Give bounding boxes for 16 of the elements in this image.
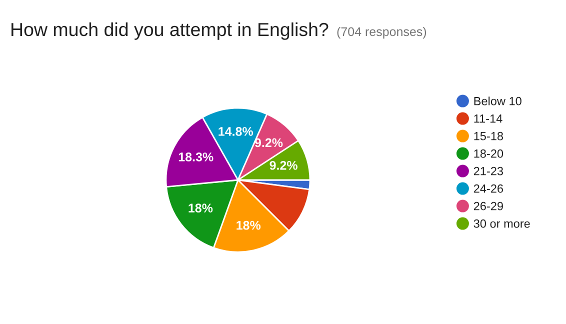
legend-label: 24-26: [474, 184, 504, 193]
legend-label: Below 10: [474, 96, 522, 106]
data-label: 14.8%: [218, 127, 254, 136]
data-label: 9.2%: [254, 138, 283, 148]
legend-label: 26-29: [474, 202, 503, 210]
data-label: 18%: [236, 220, 261, 230]
legend-label: 30 or more: [474, 219, 530, 228]
legend-label: 15-18: [474, 132, 504, 140]
chart-title: How much did you attempt in English?: [12, 22, 328, 40]
legend-label: 11-14: [474, 114, 502, 123]
legend-label: 21-23: [474, 166, 504, 176]
data-label: 18.3%: [178, 152, 214, 162]
legend-label: 18-20: [474, 149, 504, 158]
chart-subtitle: (704 responses): [337, 26, 426, 39]
data-label: 18%: [188, 204, 213, 212]
data-label: 9.2%: [270, 160, 298, 170]
